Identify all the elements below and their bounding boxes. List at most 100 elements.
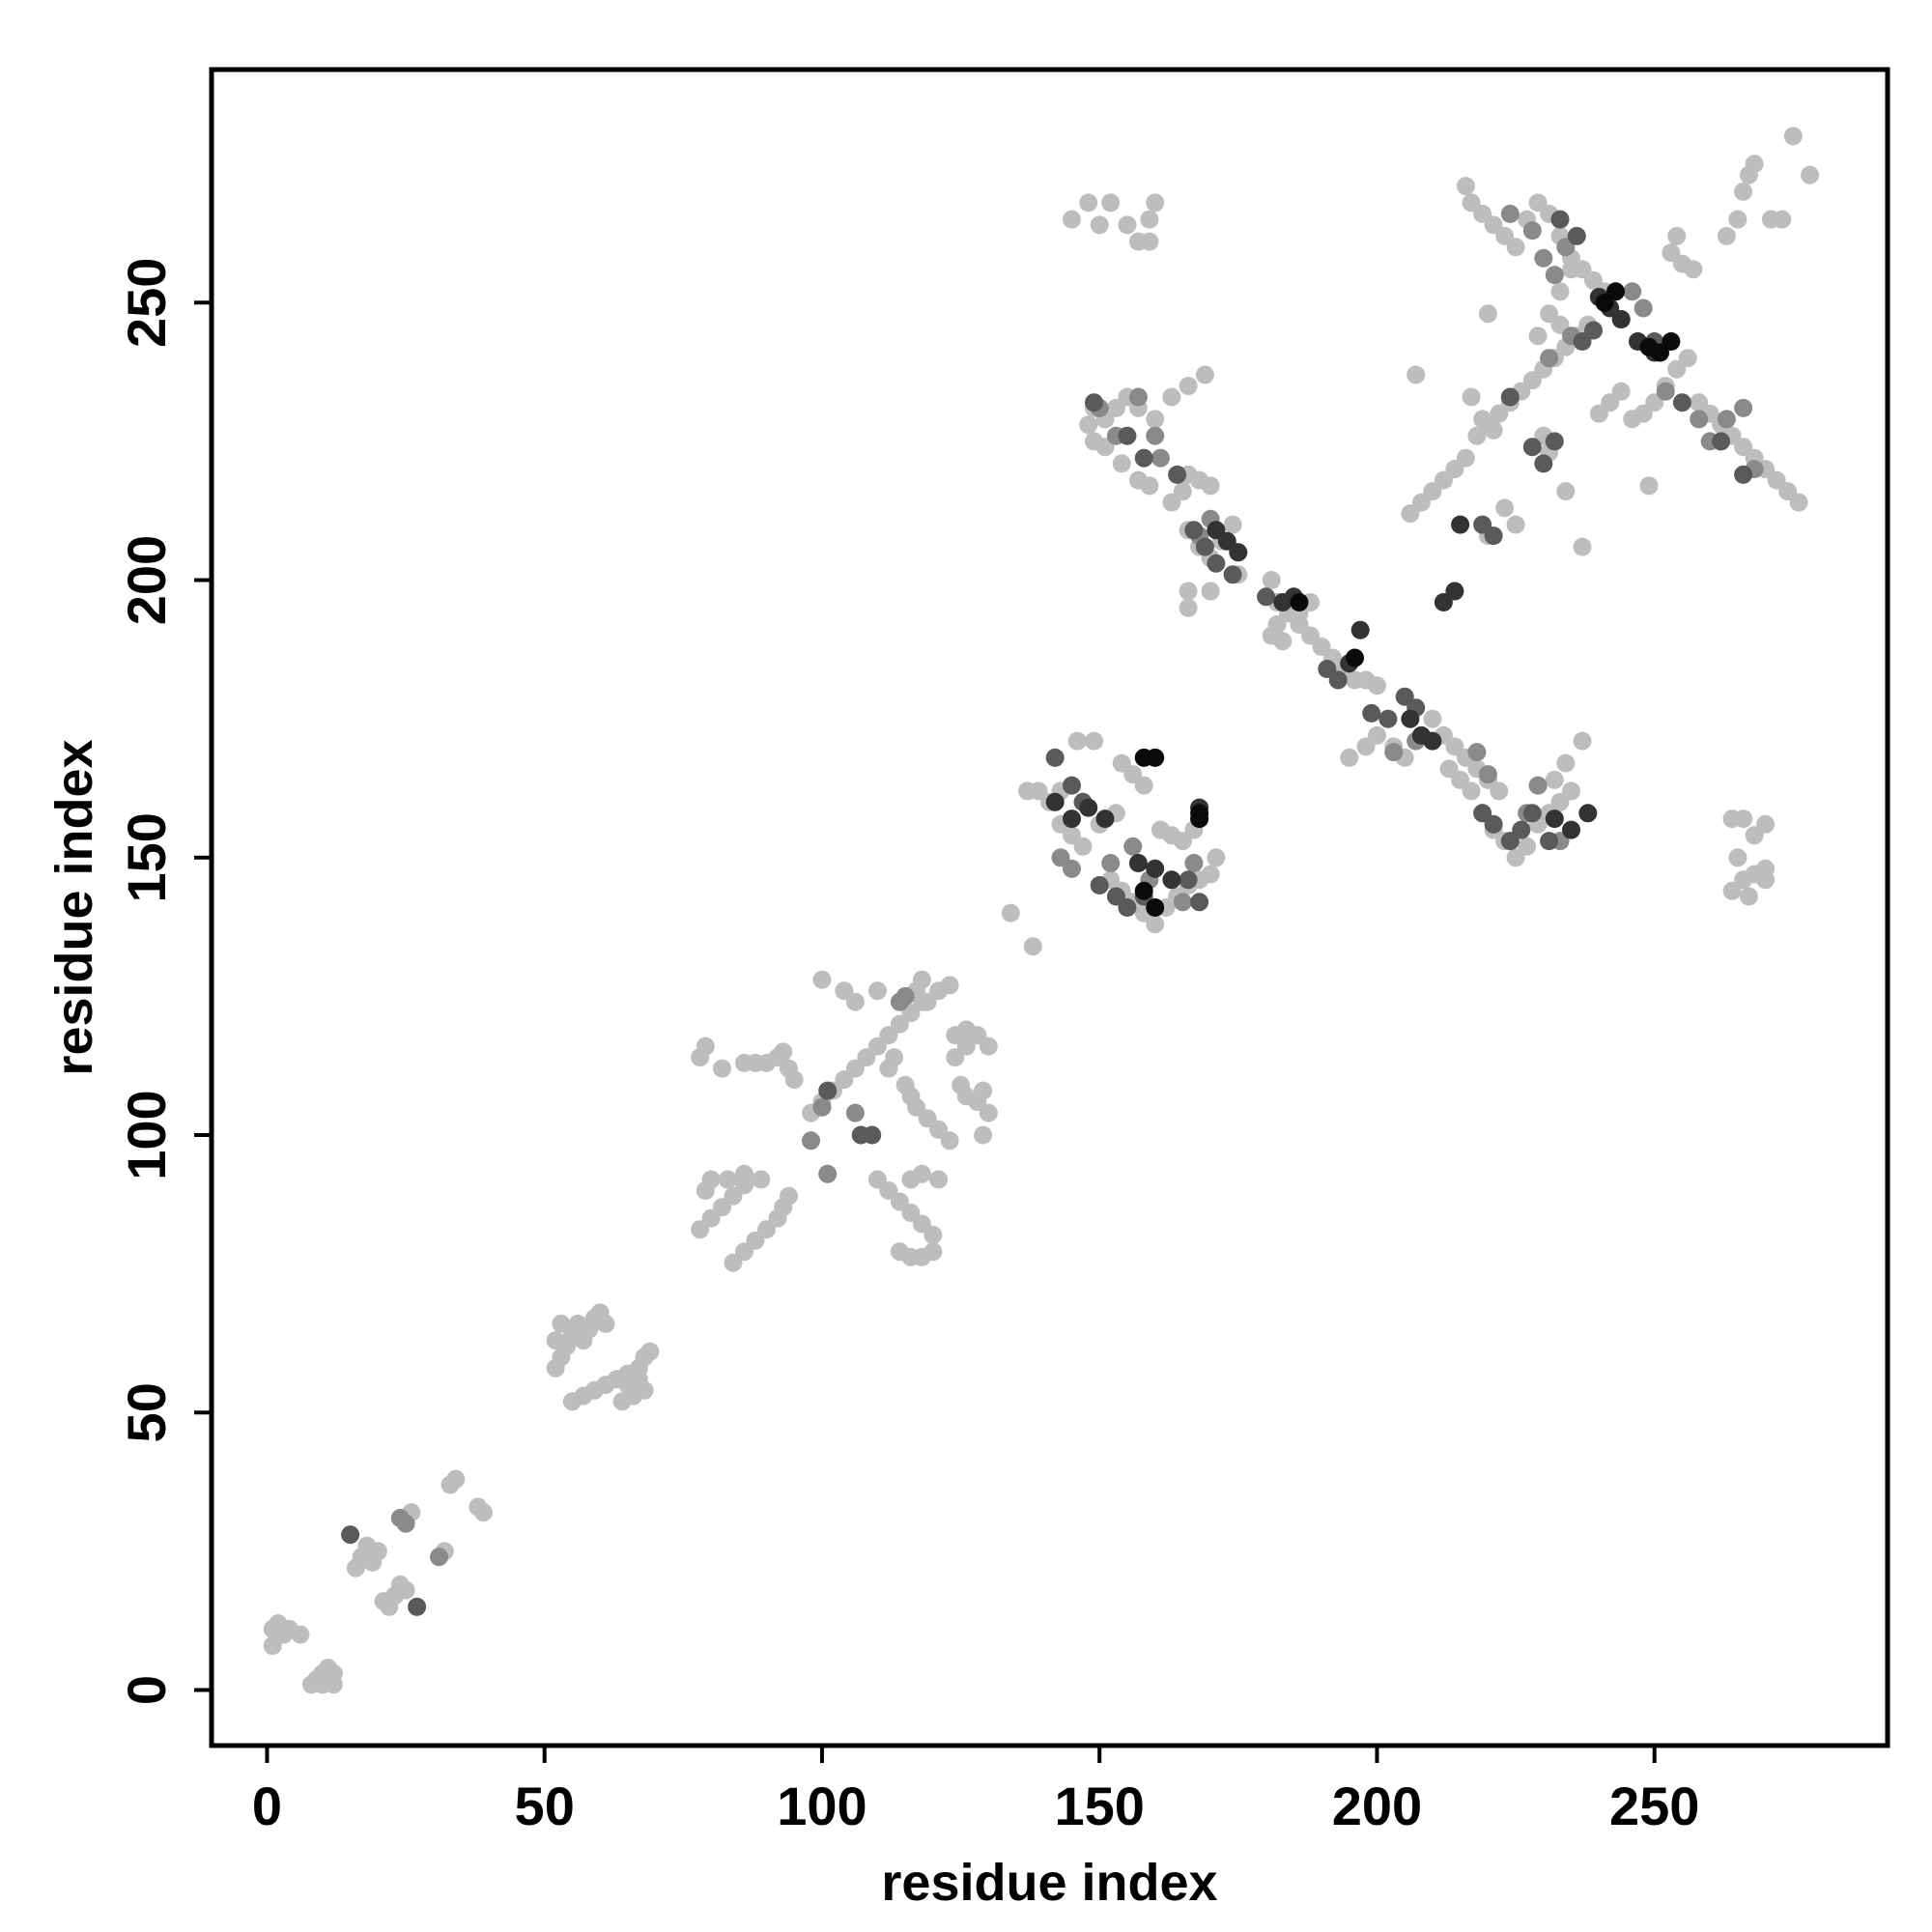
contact-point-light [1778, 482, 1798, 501]
contact-point-light [923, 1226, 943, 1244]
contact-point-light [1745, 155, 1764, 174]
x-axis-title: residue index [881, 1854, 1217, 1912]
contact-point-light [1645, 393, 1664, 412]
contact-point-dark [1190, 893, 1209, 912]
contact-point-light [1556, 753, 1576, 773]
contact-point-darker [1229, 543, 1248, 562]
contact-point-light [1179, 598, 1198, 617]
contact-point-medium [430, 1548, 448, 1567]
contact-point-light [912, 970, 931, 989]
contact-point-light [1545, 770, 1564, 789]
contact-point-dark [1328, 670, 1348, 690]
contact-point-black [1346, 648, 1364, 668]
contact-point-light [845, 992, 865, 1011]
contact-point-dark [1106, 887, 1125, 906]
contact-point-dark [1522, 804, 1542, 823]
y-tick-label: 200 [116, 535, 177, 625]
contact-point-light [1528, 193, 1548, 213]
contact-point-dark [1550, 210, 1570, 229]
contact-point-light [929, 1120, 949, 1139]
contact-point-light [1451, 770, 1470, 789]
contact-point-dark [1168, 465, 1187, 484]
contact-point-light [1745, 826, 1764, 845]
contact-point-light [1601, 393, 1620, 412]
contact-point-medium [1151, 448, 1170, 468]
contact-point-dark [1257, 587, 1276, 607]
contact-point-light [901, 1204, 921, 1222]
contact-point-light [1734, 810, 1753, 829]
contact-point-dark [818, 1081, 838, 1100]
contact-point-darker [1578, 804, 1598, 823]
x-tick-label: 200 [1332, 1776, 1422, 1836]
contact-point-light [1473, 410, 1492, 429]
contact-point-light [940, 976, 959, 995]
contact-point-light [1473, 204, 1492, 223]
y-tick-label: 250 [116, 258, 177, 348]
contact-point-light [1478, 304, 1497, 324]
contact-point-light [1456, 177, 1475, 196]
y-tick-label: 50 [116, 1382, 177, 1442]
contact-point-darker [1079, 798, 1098, 817]
contact-point-black [1662, 332, 1681, 351]
contact-point-light [1739, 887, 1758, 906]
contact-point-light [1434, 470, 1453, 490]
contact-point-light [368, 1542, 387, 1561]
contact-point-light [940, 1131, 959, 1151]
contact-point-dark [1540, 832, 1559, 851]
contact-point-dark [1085, 393, 1103, 412]
contact-point-light [1562, 781, 1580, 801]
contact-point-light [713, 1059, 731, 1078]
contact-point-light [324, 1663, 343, 1683]
contact-point-light [1611, 382, 1631, 401]
contact-point-light [1368, 725, 1386, 745]
contact-point-darker [1451, 515, 1470, 534]
contact-point-medium [1051, 848, 1070, 867]
contact-point-light [1462, 193, 1481, 213]
contact-point-light [757, 1220, 776, 1239]
contact-point-light [879, 1026, 898, 1045]
contact-point-light [1023, 937, 1042, 956]
contact-point-black [1606, 282, 1625, 301]
contact-point-dark [1545, 432, 1564, 451]
contact-point-dark [1118, 898, 1137, 917]
contact-point-black [1146, 898, 1165, 917]
contact-point-light [696, 1037, 715, 1056]
contact-point-light [1401, 504, 1420, 524]
contact-point-dark [1473, 804, 1492, 823]
contact-point-darker [1401, 709, 1420, 728]
contact-point-light [1273, 632, 1293, 651]
contact-point-light [1522, 371, 1542, 390]
contact-point-medium [1656, 382, 1675, 401]
contact-point-light [1484, 215, 1503, 235]
contact-point-light [867, 1037, 887, 1056]
contact-point-darker [1128, 854, 1148, 872]
contact-point-light [1079, 193, 1098, 213]
contact-point-light [1112, 454, 1131, 473]
contact-point-light [918, 992, 937, 1011]
contact-point-black [1290, 593, 1309, 611]
contact-point-medium [1123, 837, 1143, 856]
contact-point-dark [863, 1125, 882, 1145]
contact-point-black [1595, 293, 1614, 312]
contact-point-light [1067, 731, 1087, 751]
contact-point-light [923, 1242, 943, 1262]
contact-point-medium [1500, 204, 1520, 223]
contact-point-light [1556, 482, 1576, 501]
contact-point-light [1439, 759, 1459, 779]
contact-point-light [946, 1048, 965, 1067]
contact-point-light [1195, 365, 1214, 384]
contact-point-medium [1128, 387, 1148, 407]
contact-point-darker [1146, 859, 1165, 878]
contact-point-light [1179, 582, 1198, 601]
contact-point-dark [1500, 387, 1520, 407]
contact-point-light [1207, 848, 1226, 867]
contact-point-light [835, 1070, 854, 1090]
contact-point-light [1518, 837, 1537, 856]
contact-point-light [901, 1004, 921, 1023]
contact-point-light [1162, 387, 1181, 407]
contact-point-medium [1528, 776, 1548, 795]
contact-point-light [1090, 215, 1109, 235]
contact-point-medium [1690, 410, 1709, 429]
contact-point-light [1573, 537, 1592, 556]
contact-point-darker [1434, 593, 1453, 611]
